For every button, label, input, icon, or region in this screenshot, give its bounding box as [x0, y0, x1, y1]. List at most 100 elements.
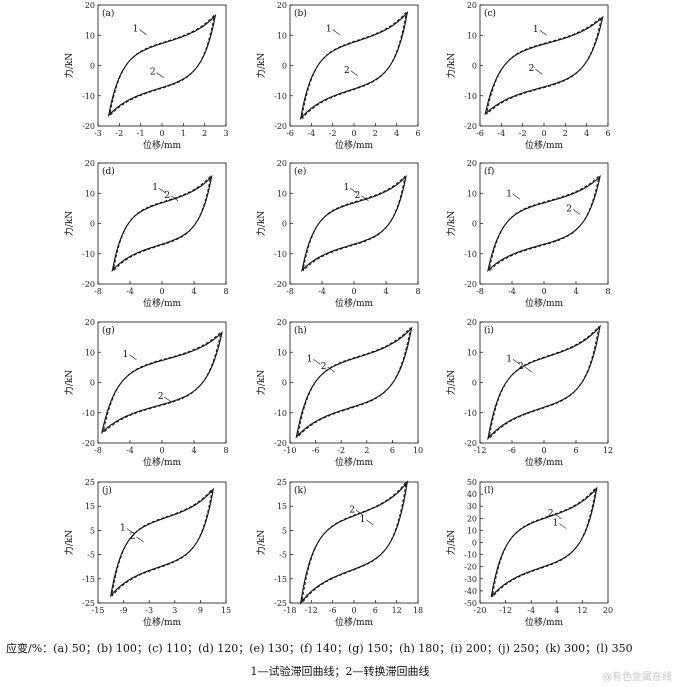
x-tick-label: 12 [577, 606, 587, 615]
x-tick-label: 3 [172, 606, 177, 615]
curve-label-2: 2 [150, 68, 156, 78]
y-tick-label: 10 [277, 348, 287, 357]
series-2-converted-curve [111, 488, 213, 597]
curve-label-1: 1 [326, 25, 332, 35]
y-tick-label: -10 [274, 92, 287, 101]
plot-frame [289, 4, 419, 127]
y-tick-label: 10 [467, 526, 477, 535]
x-tick-label: -3 [145, 606, 153, 615]
y-tick-label: 5 [90, 526, 95, 535]
x-tick-label: 8 [223, 287, 228, 296]
y-tick-label: 10 [467, 31, 477, 40]
plot-frame [289, 162, 419, 285]
y-tick-label: -10 [464, 551, 477, 560]
y-tick-label: -20 [464, 439, 477, 448]
y-tick-label: -10 [82, 92, 95, 101]
y-tick-label: -10 [464, 250, 477, 259]
x-tick-label: 2 [202, 129, 207, 138]
curve-label-1: 1 [343, 183, 349, 193]
x-tick-label: -15 [92, 606, 105, 615]
x-tick-label: 0 [351, 129, 356, 138]
y-tick-label: 0 [90, 62, 95, 71]
series-1-test-curve [109, 487, 215, 598]
y-axis-label: 力/kN [255, 530, 267, 555]
y-tick-label: 0 [282, 62, 287, 71]
y-tick-label: -10 [82, 409, 95, 418]
x-tick-label: 0 [351, 606, 356, 615]
x-tick-label: -2 [115, 129, 123, 138]
series-2-converted-curve [489, 175, 599, 272]
curve-leader-line [136, 536, 144, 543]
curve-label-1: 1 [360, 515, 366, 525]
series-2-converted-curve [297, 327, 411, 438]
panel-label: (l) [484, 485, 494, 496]
x-axis-label: 位移/mm [335, 616, 374, 628]
series-1-test-curve [301, 174, 407, 273]
x-tick-label: -4 [318, 287, 326, 296]
curve-leader-line [129, 354, 137, 361]
y-tick-label: 10 [85, 31, 95, 40]
curve-label-1: 1 [553, 519, 559, 529]
panel-label: (g) [102, 325, 115, 336]
curve-label-1: 1 [307, 354, 313, 364]
y-axis-label: 力/kN [445, 530, 457, 555]
x-tick-label: 6 [373, 606, 378, 615]
plot-frame [289, 321, 419, 444]
panel-label: (i) [484, 325, 494, 336]
y-tick-label: 20 [85, 1, 95, 10]
curve-leader-line [313, 359, 321, 365]
y-tick-label: -5 [279, 551, 287, 560]
x-tick-label: 1 [181, 129, 186, 138]
panel-label: (d) [102, 166, 115, 177]
panel-label: (j) [102, 485, 112, 496]
x-tick-label: -6 [476, 129, 484, 138]
x-tick-label: 0 [159, 129, 164, 138]
curve-leader-line [361, 195, 369, 202]
y-tick-label: 0 [90, 379, 95, 388]
panel-label: (c) [484, 8, 496, 19]
panel-label: (b) [294, 8, 307, 19]
x-tick-label: -6 [286, 129, 294, 138]
series-1-test-curve [490, 486, 598, 598]
curve-label-2: 2 [164, 191, 170, 201]
y-tick-label: -10 [274, 409, 287, 418]
x-tick-label: -1 [137, 129, 145, 138]
y-tick-label: 20 [467, 318, 477, 327]
x-tick-label: 3 [223, 129, 228, 138]
x-tick-label: 8 [415, 287, 420, 296]
series-2-converted-curve [113, 175, 211, 272]
curve-leader-line [355, 510, 364, 516]
x-tick-label: -2 [519, 129, 527, 138]
y-axis-label: 力/kN [445, 370, 457, 395]
x-tick-label: -4 [126, 446, 134, 455]
y-tick-label: 20 [467, 514, 477, 523]
curve-label-2: 2 [518, 362, 524, 372]
curve-leader-line [572, 209, 581, 215]
y-tick-label: -25 [274, 599, 287, 608]
series-1-test-curve [487, 174, 601, 273]
series-2-converted-curve [301, 481, 407, 604]
y-tick-label: -20 [464, 280, 477, 289]
x-axis-label: 位移/mm [335, 139, 374, 151]
y-tick-label: 15 [85, 502, 95, 511]
x-tick-label: 4 [554, 606, 559, 615]
x-tick-label: -4 [508, 287, 516, 296]
curve-label-2: 2 [566, 204, 572, 214]
x-tick-label: 0 [541, 129, 546, 138]
y-axis-label: 力/kN [255, 53, 267, 78]
y-axis-label: 力/kN [255, 370, 267, 395]
plot-frame [97, 321, 227, 444]
y-tick-label: -20 [82, 280, 95, 289]
curve-leader-line [350, 70, 358, 77]
x-tick-label: 0 [159, 446, 164, 455]
x-tick-label: -8 [94, 287, 102, 296]
x-tick-label: 0 [159, 287, 164, 296]
series-1-test-curve [299, 10, 409, 121]
x-tick-label: -20 [474, 606, 487, 615]
y-tick-label: 30 [467, 502, 477, 511]
curve-label-2: 2 [321, 362, 327, 372]
curve-leader-line [554, 513, 562, 520]
y-tick-label: 10 [277, 31, 287, 40]
curve-label-1: 1 [506, 189, 512, 199]
panel-label: (k) [294, 485, 306, 496]
